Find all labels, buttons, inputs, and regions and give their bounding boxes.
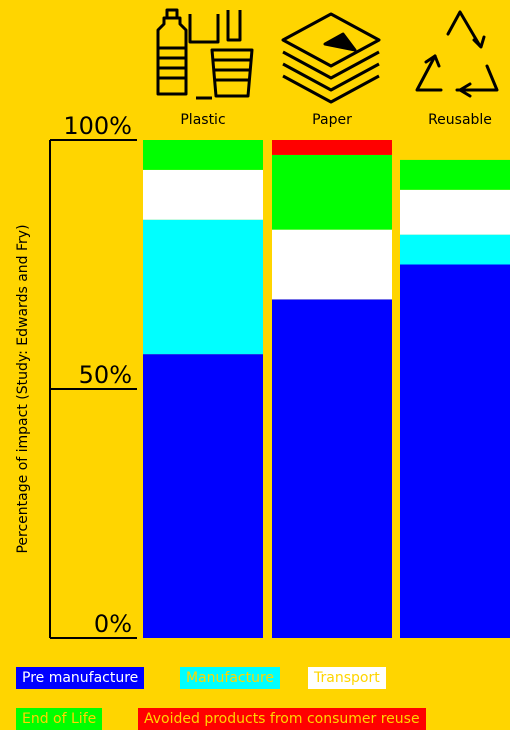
bar-segment-paper-end-of-life <box>272 154 392 230</box>
bar-segment-plastic-pre-manufacture <box>143 354 263 638</box>
bar-segment-paper-avoided-products-from-consumer-reuse <box>272 140 392 155</box>
plastic-bottle-cup-icon <box>156 8 254 100</box>
bar-segment-paper-transport <box>272 229 392 300</box>
recycle-icon <box>415 10 499 98</box>
bar-segment-plastic-end-of-life <box>143 140 263 170</box>
legend-item-end-of-life: End of Life <box>16 708 103 730</box>
bar-segment-reusable-manufacture <box>400 234 510 265</box>
bar-segment-reusable-pre-manufacture <box>400 264 510 638</box>
y-axis-label: Percentage of impact (Study: Edwards and… <box>15 224 31 553</box>
legend-item-manufacture: Manufacture <box>180 667 281 689</box>
legend-item-avoided-products-from-consumer-reuse: Avoided products from consumer reuse <box>138 708 426 730</box>
bar-segment-paper-pre-manufacture <box>272 299 392 638</box>
legend-item-pre-manufacture: Pre manufacture <box>16 667 145 689</box>
y-tick-label: 0% <box>94 610 132 638</box>
y-axis <box>49 139 137 639</box>
legend-item-transport: Transport <box>308 667 386 689</box>
category-label: Reusable <box>428 112 492 128</box>
paper-stack-icon <box>281 12 381 104</box>
category-label: Paper <box>312 112 352 128</box>
category-label: Plastic <box>180 112 225 128</box>
bar-segment-plastic-manufacture <box>143 219 263 355</box>
bar-segment-plastic-transport <box>143 169 263 220</box>
bar-segment-reusable-transport <box>400 189 510 235</box>
y-tick-label: 50% <box>79 361 132 389</box>
y-tick-label: 100% <box>63 112 132 140</box>
bar-segment-reusable-end-of-life <box>400 159 510 190</box>
